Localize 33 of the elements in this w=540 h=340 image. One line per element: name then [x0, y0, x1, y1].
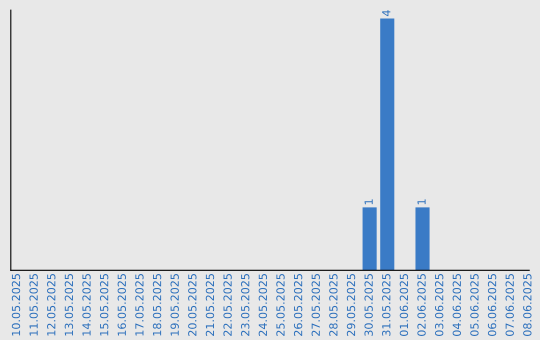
x-tick-label: 12.05.2025: [47, 274, 56, 336]
x-tick-label: 25.05.2025: [276, 274, 285, 336]
x-tick-label: 07.06.2025: [506, 274, 514, 336]
x-tick-label: 06.06.2025: [488, 274, 496, 336]
x-tick-label: 23.05.2025: [241, 274, 250, 336]
x-tick-label: 10.05.2025: [12, 274, 20, 336]
x-tick-label: 26.05.2025: [294, 274, 302, 336]
data-label: 4: [382, 10, 390, 16]
x-tick-label: 20.05.2025: [188, 274, 197, 336]
x-tick-label: 21.05.2025: [206, 274, 214, 336]
x-tick-label: 28.05.2025: [329, 274, 338, 336]
data-label: 1: [364, 199, 373, 204]
x-tick-label: 04.06.2025: [452, 274, 462, 336]
x-tick-label: 02.06.2025: [417, 274, 426, 336]
x-tick-label: 30.05.2025: [364, 274, 373, 336]
x-tick-label: 01.06.2025: [400, 274, 408, 336]
x-tick-label: 13.05.2025: [64, 274, 74, 336]
x-tick-label: 19.05.2025: [170, 274, 179, 336]
x-tick-label: 22.05.2025: [223, 274, 232, 336]
data-label: 1: [417, 199, 426, 204]
x-tick-label: 08.06.2025: [523, 274, 532, 336]
x-tick-label: 18.05.2025: [152, 274, 162, 336]
x-tick-label: 15.05.2025: [100, 274, 108, 336]
x-tick-label: 27.05.2025: [312, 274, 320, 336]
x-tick-label: 14.05.2025: [82, 274, 91, 336]
x-tick-label: 17.05.2025: [135, 274, 144, 336]
x-tick-label: 31.05.2025: [382, 274, 390, 336]
x-tick-label: 11.05.2025: [29, 274, 38, 336]
x-tick-label: 03.06.2025: [434, 274, 444, 336]
x-tick-label: 29.05.2025: [346, 274, 356, 336]
x-tick-label: 24.05.2025: [258, 274, 268, 336]
x-tick-label: 05.06.2025: [470, 274, 479, 336]
x-tick-label: 16.05.2025: [118, 274, 126, 336]
